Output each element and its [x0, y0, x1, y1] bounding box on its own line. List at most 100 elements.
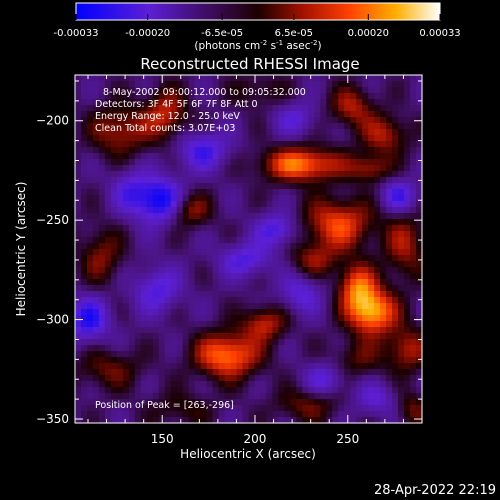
heatmap-cell	[278, 213, 285, 220]
heatmap-cell	[116, 87, 124, 94]
heatmap-cell	[158, 177, 166, 184]
heatmap-cell	[410, 339, 417, 346]
heatmap-cell	[188, 279, 196, 286]
heatmap-cell	[254, 135, 262, 142]
heatmap-cell	[332, 243, 339, 250]
heatmap-cell	[386, 189, 393, 196]
heatmap-cell	[362, 117, 369, 124]
heatmap-cell	[296, 213, 303, 220]
heatmap-cell	[326, 405, 333, 412]
heatmap-cell	[176, 417, 184, 424]
heatmap-cell	[392, 213, 399, 220]
heatmap-cell	[128, 81, 136, 88]
heatmap-cell	[284, 147, 291, 154]
colorbar-gradient	[75, 2, 441, 21]
heatmap-cell	[170, 183, 178, 190]
heatmap-cell	[146, 255, 154, 262]
heatmap-image	[75, 75, 423, 424]
heatmap-cell	[170, 243, 178, 250]
heatmap-cell	[218, 165, 226, 172]
heatmap-cell	[194, 117, 202, 124]
heatmap-cell	[116, 393, 124, 400]
heatmap-cell	[110, 351, 118, 358]
heatmap-cell	[218, 189, 226, 196]
heatmap-cell	[290, 249, 297, 256]
heatmap-cell	[86, 273, 94, 280]
heatmap-cell	[158, 291, 166, 298]
heatmap-cell	[350, 321, 357, 328]
heatmap-cell	[368, 309, 375, 316]
heatmap-cell	[248, 213, 256, 220]
heatmap-cell	[314, 255, 321, 262]
heatmap-cell	[164, 303, 172, 310]
heatmap-cell	[164, 261, 172, 268]
heatmap-cell	[188, 267, 196, 274]
heatmap-cell	[410, 201, 417, 208]
heatmap-cell	[242, 213, 250, 220]
heatmap-cell	[122, 261, 130, 268]
heatmap-cell	[296, 291, 303, 298]
heatmap-cell	[98, 81, 106, 88]
heatmap-cell	[104, 93, 112, 100]
heatmap-cell	[368, 381, 375, 388]
heatmap-cell	[272, 417, 280, 424]
heatmap-cell	[398, 363, 405, 370]
heatmap-cell	[104, 147, 112, 154]
heatmap-cell	[344, 261, 351, 268]
heatmap-cell	[272, 255, 280, 262]
heatmap-cell	[392, 183, 399, 190]
heatmap-cell	[128, 393, 136, 400]
heatmap-cell	[314, 387, 321, 394]
heatmap-cell	[86, 285, 94, 292]
heatmap-cell	[284, 357, 291, 364]
heatmap-cell	[242, 375, 250, 382]
heatmap-cell	[296, 225, 303, 232]
heatmap-cell	[272, 411, 280, 418]
heatmap-cell	[86, 249, 94, 256]
heatmap-cell	[218, 261, 226, 268]
heatmap-cell	[344, 129, 351, 136]
heatmap-cell	[218, 117, 226, 124]
heatmap-cell	[140, 303, 148, 310]
heatmap-cell	[200, 135, 208, 142]
heatmap-cell	[128, 273, 136, 280]
heatmap-cell	[278, 219, 285, 226]
x-tick-label: 250	[336, 432, 359, 446]
heatmap-cell	[356, 237, 363, 244]
heatmap-cell	[134, 111, 142, 118]
heatmap-cell	[284, 87, 291, 94]
heatmap-cell	[176, 141, 184, 148]
heatmap-cell	[296, 303, 303, 310]
heatmap-cell	[332, 129, 339, 136]
heatmap-cell	[86, 309, 94, 316]
heatmap-cell	[86, 171, 94, 178]
heatmap-cell	[80, 177, 88, 184]
heatmap-cell	[266, 183, 274, 190]
heatmap-cell	[266, 117, 274, 124]
heatmap-cell	[212, 291, 220, 298]
heatmap-cell	[362, 393, 369, 400]
heatmap-cell	[158, 369, 166, 376]
heatmap-cell	[404, 195, 411, 202]
heatmap-cell	[116, 177, 124, 184]
heatmap-cell	[314, 249, 321, 256]
heatmap-cell	[164, 237, 172, 244]
heatmap-cell	[98, 207, 106, 214]
heatmap-cell	[392, 393, 399, 400]
heatmap-cell	[98, 411, 106, 418]
heatmap-cell	[254, 165, 262, 172]
heatmap-cell	[404, 369, 411, 376]
x-axis-label: Heliocentric X (arcsec)	[180, 447, 316, 461]
heatmap-cell	[380, 249, 387, 256]
heatmap-cell	[152, 291, 160, 298]
heatmap-cell	[194, 87, 202, 94]
heatmap-cell	[200, 393, 208, 400]
heatmap-cell	[290, 369, 297, 376]
heatmap-cell	[332, 117, 339, 124]
heatmap-cell	[392, 249, 399, 256]
heatmap-cell	[308, 75, 315, 82]
heatmap-cell	[188, 183, 196, 190]
heatmap-cell	[158, 309, 166, 316]
heatmap-cell	[110, 285, 118, 292]
heatmap-cell	[194, 327, 202, 334]
